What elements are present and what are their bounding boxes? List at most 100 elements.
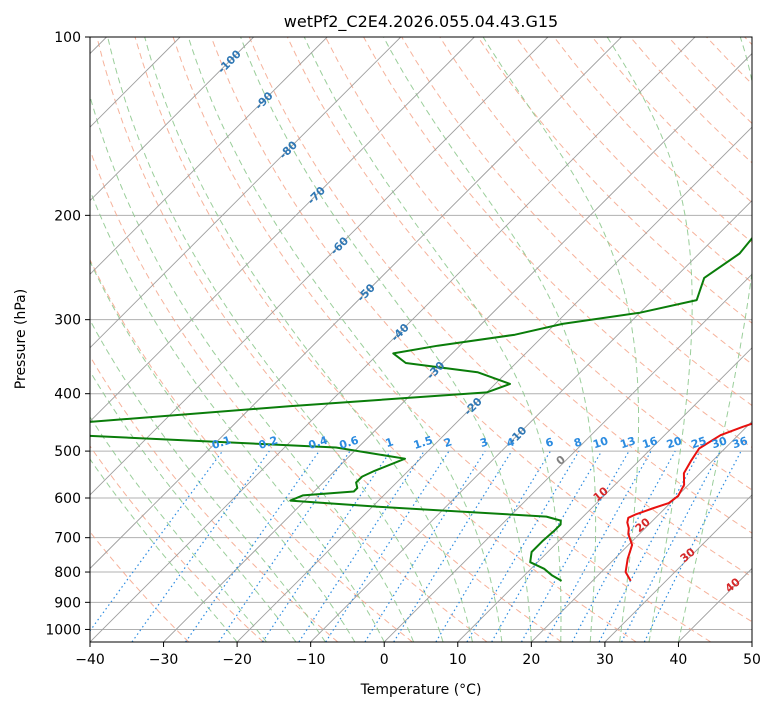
dewpoint-line	[90, 236, 752, 582]
y-tick-label: 500	[54, 444, 81, 460]
sounding-series	[90, 236, 752, 582]
y-axis-title: Pressure (hPa)	[13, 289, 29, 389]
mixing-ratio-line	[90, 450, 223, 632]
mixing-ratio-label: 20	[665, 434, 684, 451]
mixing-ratio-label: 8	[572, 435, 583, 450]
dry-adiabat-line	[477, 37, 752, 324]
y-tick-label: 700	[54, 531, 81, 547]
mixing-ratio-label: 13	[619, 434, 638, 451]
y-tick-label: 1000	[45, 622, 81, 638]
mixing-ratio-line	[325, 450, 450, 642]
mixing-ratio-line	[571, 450, 676, 642]
dry-adiabat-line	[90, 445, 264, 642]
isotherm-line	[310, 200, 752, 642]
mixing-ratio-label: 0.4	[307, 433, 330, 451]
isotherm-label: -20	[462, 395, 485, 418]
dry-adiabat-line	[515, 37, 752, 284]
x-tick-label: 0	[380, 652, 389, 668]
mixing-ratio-label: 16	[641, 434, 660, 451]
mixing-ratio-label: 3	[478, 435, 489, 450]
isotherms	[90, 37, 752, 642]
dry-adiabat-label: 20	[633, 515, 653, 535]
x-tick-label: 50	[743, 652, 761, 668]
isotherm-label: -40	[389, 321, 412, 344]
temperature-line	[624, 422, 752, 582]
moist-adiabat-line	[90, 94, 415, 642]
isotherm-label: -70	[305, 184, 328, 207]
isotherm-line	[163, 52, 752, 642]
mixing-ratio-label: 1	[384, 435, 395, 450]
isotherm-line	[90, 37, 328, 275]
dry-adiabat-line	[706, 37, 752, 85]
mixing-ratio-label: 6	[544, 435, 556, 450]
isotherm-line	[90, 37, 622, 570]
dry-adiabat-line	[90, 355, 339, 642]
mixing-ratio-label: 25	[690, 434, 709, 451]
mixing-ratio-line	[261, 450, 391, 642]
moist-adiabat-line	[107, 37, 444, 642]
chart-title: wetPf2_C2E4.2026.055.04.43.G15	[284, 12, 558, 32]
x-axis-title: Temperature (°C)	[360, 682, 482, 698]
pressure-gridlines	[90, 37, 752, 630]
y-tick-label: 900	[54, 595, 81, 611]
mixing-ratio-label: 0.1	[210, 434, 233, 452]
moist-adiabat-line	[90, 416, 267, 642]
dry-adiabat-label: 30	[678, 545, 698, 565]
x-tick-label: 40	[670, 652, 688, 668]
y-tick-label: 600	[54, 491, 81, 507]
x-tick-label: −20	[222, 652, 252, 668]
mixing-ratio-lines	[90, 450, 742, 642]
dry-adiabat-line	[629, 37, 752, 164]
y-tick-label: 300	[54, 313, 81, 329]
dry-adiabat-line	[90, 258, 413, 642]
mixing-ratio-label: 1.5	[412, 434, 435, 452]
y-tick-label: 800	[54, 565, 81, 581]
isotherm-line	[90, 37, 475, 422]
moist-adiabat-line	[90, 319, 326, 642]
y-tick-label: 400	[54, 387, 81, 403]
moist-adiabats	[90, 37, 752, 642]
x-tick-label: 20	[522, 652, 540, 668]
moist-adiabat-line	[606, 37, 693, 642]
mixing-ratio-label: 4	[505, 435, 517, 450]
isotherm-line	[90, 37, 254, 202]
moist-adiabat-line	[90, 370, 297, 642]
axis-ticks: −40 −30 −20 −10 0 10 20 30 40 5010020030040050060…	[45, 30, 761, 668]
isotherm-label: -60	[328, 234, 351, 257]
mixing-ratio-label: 0.2	[257, 434, 280, 452]
isotherm-line	[90, 37, 402, 349]
mixing-ratio-line	[466, 450, 580, 642]
mixing-ratio-line	[185, 450, 320, 642]
isotherm-line	[90, 37, 696, 642]
dry-adiabat-line	[134, 37, 637, 642]
dry-adiabat-line	[210, 37, 752, 623]
isotherm-label: -30	[424, 359, 447, 382]
dry-adiabat-line	[439, 37, 752, 365]
x-tick-label: 10	[449, 652, 467, 668]
isotherm-label: -90	[252, 89, 275, 112]
x-tick-label: −10	[296, 652, 326, 668]
plot-frame	[89, 36, 753, 643]
moist-adiabat-line	[677, 37, 752, 642]
x-tick-label: −40	[75, 652, 105, 668]
mixing-ratio-line	[364, 450, 486, 642]
dry-adiabat-line	[286, 37, 752, 534]
x-tick-label: 30	[596, 652, 614, 668]
x-tick-label: −30	[149, 652, 179, 668]
mixing-ratio-line	[643, 450, 742, 642]
moist-adiabat-line	[240, 37, 532, 642]
isotherm-line	[457, 347, 752, 642]
moist-adiabat-line	[303, 37, 562, 642]
isotherm-label: -100	[215, 47, 244, 76]
mixing-ratio-line	[598, 450, 701, 642]
mixing-ratio-label: 2	[442, 435, 453, 450]
moist-adiabat-line	[383, 37, 597, 642]
dry-adiabat-label: 40	[723, 575, 743, 595]
isotherm-label: -50	[355, 281, 378, 304]
mixing-ratio-label: 36	[731, 434, 750, 451]
mixing-ratio-label: 0.6	[338, 433, 361, 451]
moist-adiabat-line	[187, 37, 503, 642]
isotherm-line	[383, 273, 752, 642]
plot-area: 0.1 0.2 0.4 0.6 1 1.5 2 3 4 6 8 10 13 16 20 25 30 36-100-…	[90, 37, 752, 642]
